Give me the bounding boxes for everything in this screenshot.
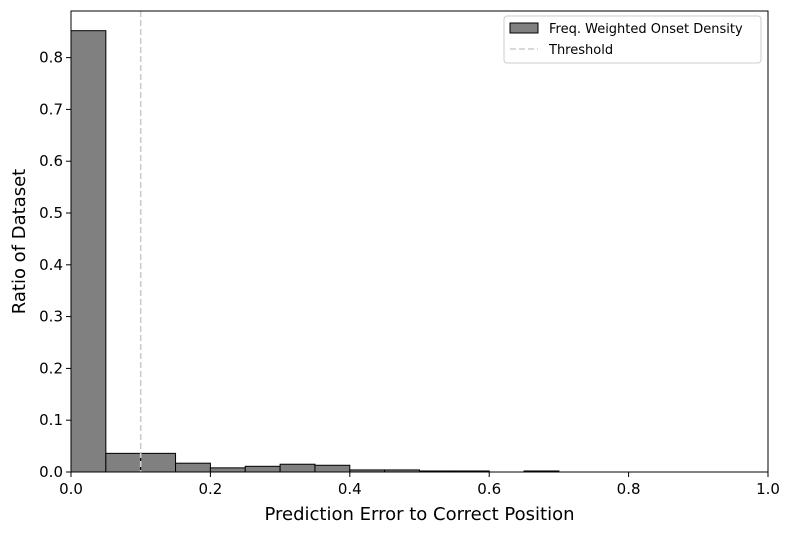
histogram-bar <box>70 30 107 473</box>
x-axis-title: Prediction Error to Correct Position <box>264 504 574 525</box>
y-tick-label: 0.4 <box>39 256 63 274</box>
bars-layer <box>70 30 560 473</box>
legend-label-histogram: Freq. Weighted Onset Density <box>549 22 743 37</box>
x-tick-label: 0.8 <box>617 480 641 498</box>
plot-frame <box>70 10 769 473</box>
y-tick-label: 0.3 <box>39 308 63 326</box>
histogram-bar <box>140 452 177 473</box>
histogram-bar <box>314 464 351 473</box>
x-tick-label: 0.2 <box>198 480 222 498</box>
x-tick-label: 0.4 <box>338 480 362 498</box>
histogram-bar <box>105 452 142 473</box>
legend-label-threshold: Threshold <box>548 43 613 58</box>
x-axis: 0.0 0.2 0.4 0.6 0.8 1.0 <box>59 472 780 498</box>
y-tick-label: 0.2 <box>39 359 63 377</box>
histogram-bar <box>175 462 211 473</box>
legend-swatch-histogram <box>509 22 539 34</box>
y-tick-label: 0.1 <box>39 411 63 429</box>
y-axis: 0.0 0.1 0.2 0.3 0.4 0.5 0.6 0.7 0.8 <box>39 49 71 481</box>
x-tick-label: 0.6 <box>477 480 501 498</box>
y-tick-label: 0.6 <box>39 152 63 170</box>
legend: Freq. Weighted Onset Density Threshold <box>503 15 762 64</box>
y-tick-label: 0.7 <box>39 100 63 118</box>
x-tick-label: 0.0 <box>59 480 83 498</box>
y-tick-label: 0.5 <box>39 204 63 222</box>
y-tick-label: 0.0 <box>39 463 63 481</box>
legend-box <box>503 15 762 64</box>
histogram-bar <box>279 463 316 473</box>
y-axis-title: Ratio of Dataset <box>9 169 30 315</box>
x-tick-label: 1.0 <box>756 480 780 498</box>
y-tick-label: 0.8 <box>39 49 63 67</box>
histogram-bar <box>209 467 246 473</box>
histogram-bar <box>244 465 281 473</box>
